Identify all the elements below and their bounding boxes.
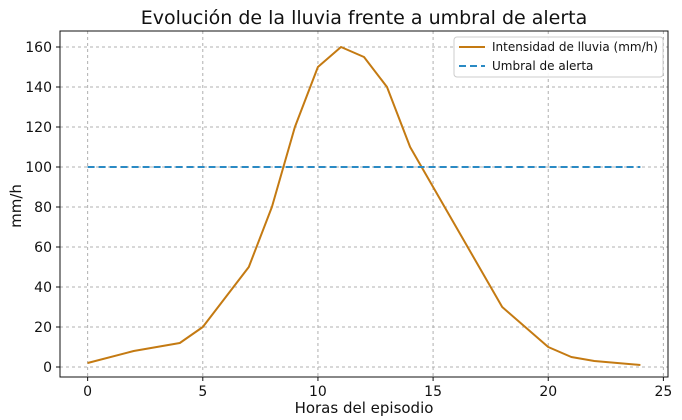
x-axis-label: Horas del episodio [295,399,434,417]
y-tick-label: 20 [34,320,52,336]
y-tick-label: 40 [34,280,52,296]
grid-lines [60,31,668,377]
y-axis-label: mm/h [7,184,25,228]
x-tick-label: 10 [309,384,327,400]
x-tick-label: 25 [654,384,672,400]
chart-title: Evolución de la lluvia frente a umbral d… [141,7,588,29]
y-tick-label: 60 [34,240,52,256]
x-tick-label: 0 [83,384,92,400]
x-tick-label: 20 [539,384,557,400]
x-tick-label: 5 [198,384,207,400]
series-layer [87,46,641,366]
legend-label: Intensidad de lluvia (mm/h) [492,40,658,54]
y-tick-label: 160 [25,40,52,56]
x-tick-label: 15 [424,384,442,400]
legend-label: Umbral de alerta [492,59,593,73]
legend: Intensidad de lluvia (mm/h) Umbral de ale… [453,36,664,78]
y-tick-label: 100 [25,160,52,176]
y-tick-label: 0 [43,360,52,376]
legend-box [453,36,664,78]
axis-ticks: 0 5 10 15 20 25 0 20 40 60 80 100 120 140 160 [25,40,672,400]
y-tick-label: 140 [25,80,52,96]
y-tick-label: 80 [34,200,52,216]
y-tick-label: 120 [25,120,52,136]
series-line-1 [87,46,641,366]
plot-frame [59,30,669,378]
